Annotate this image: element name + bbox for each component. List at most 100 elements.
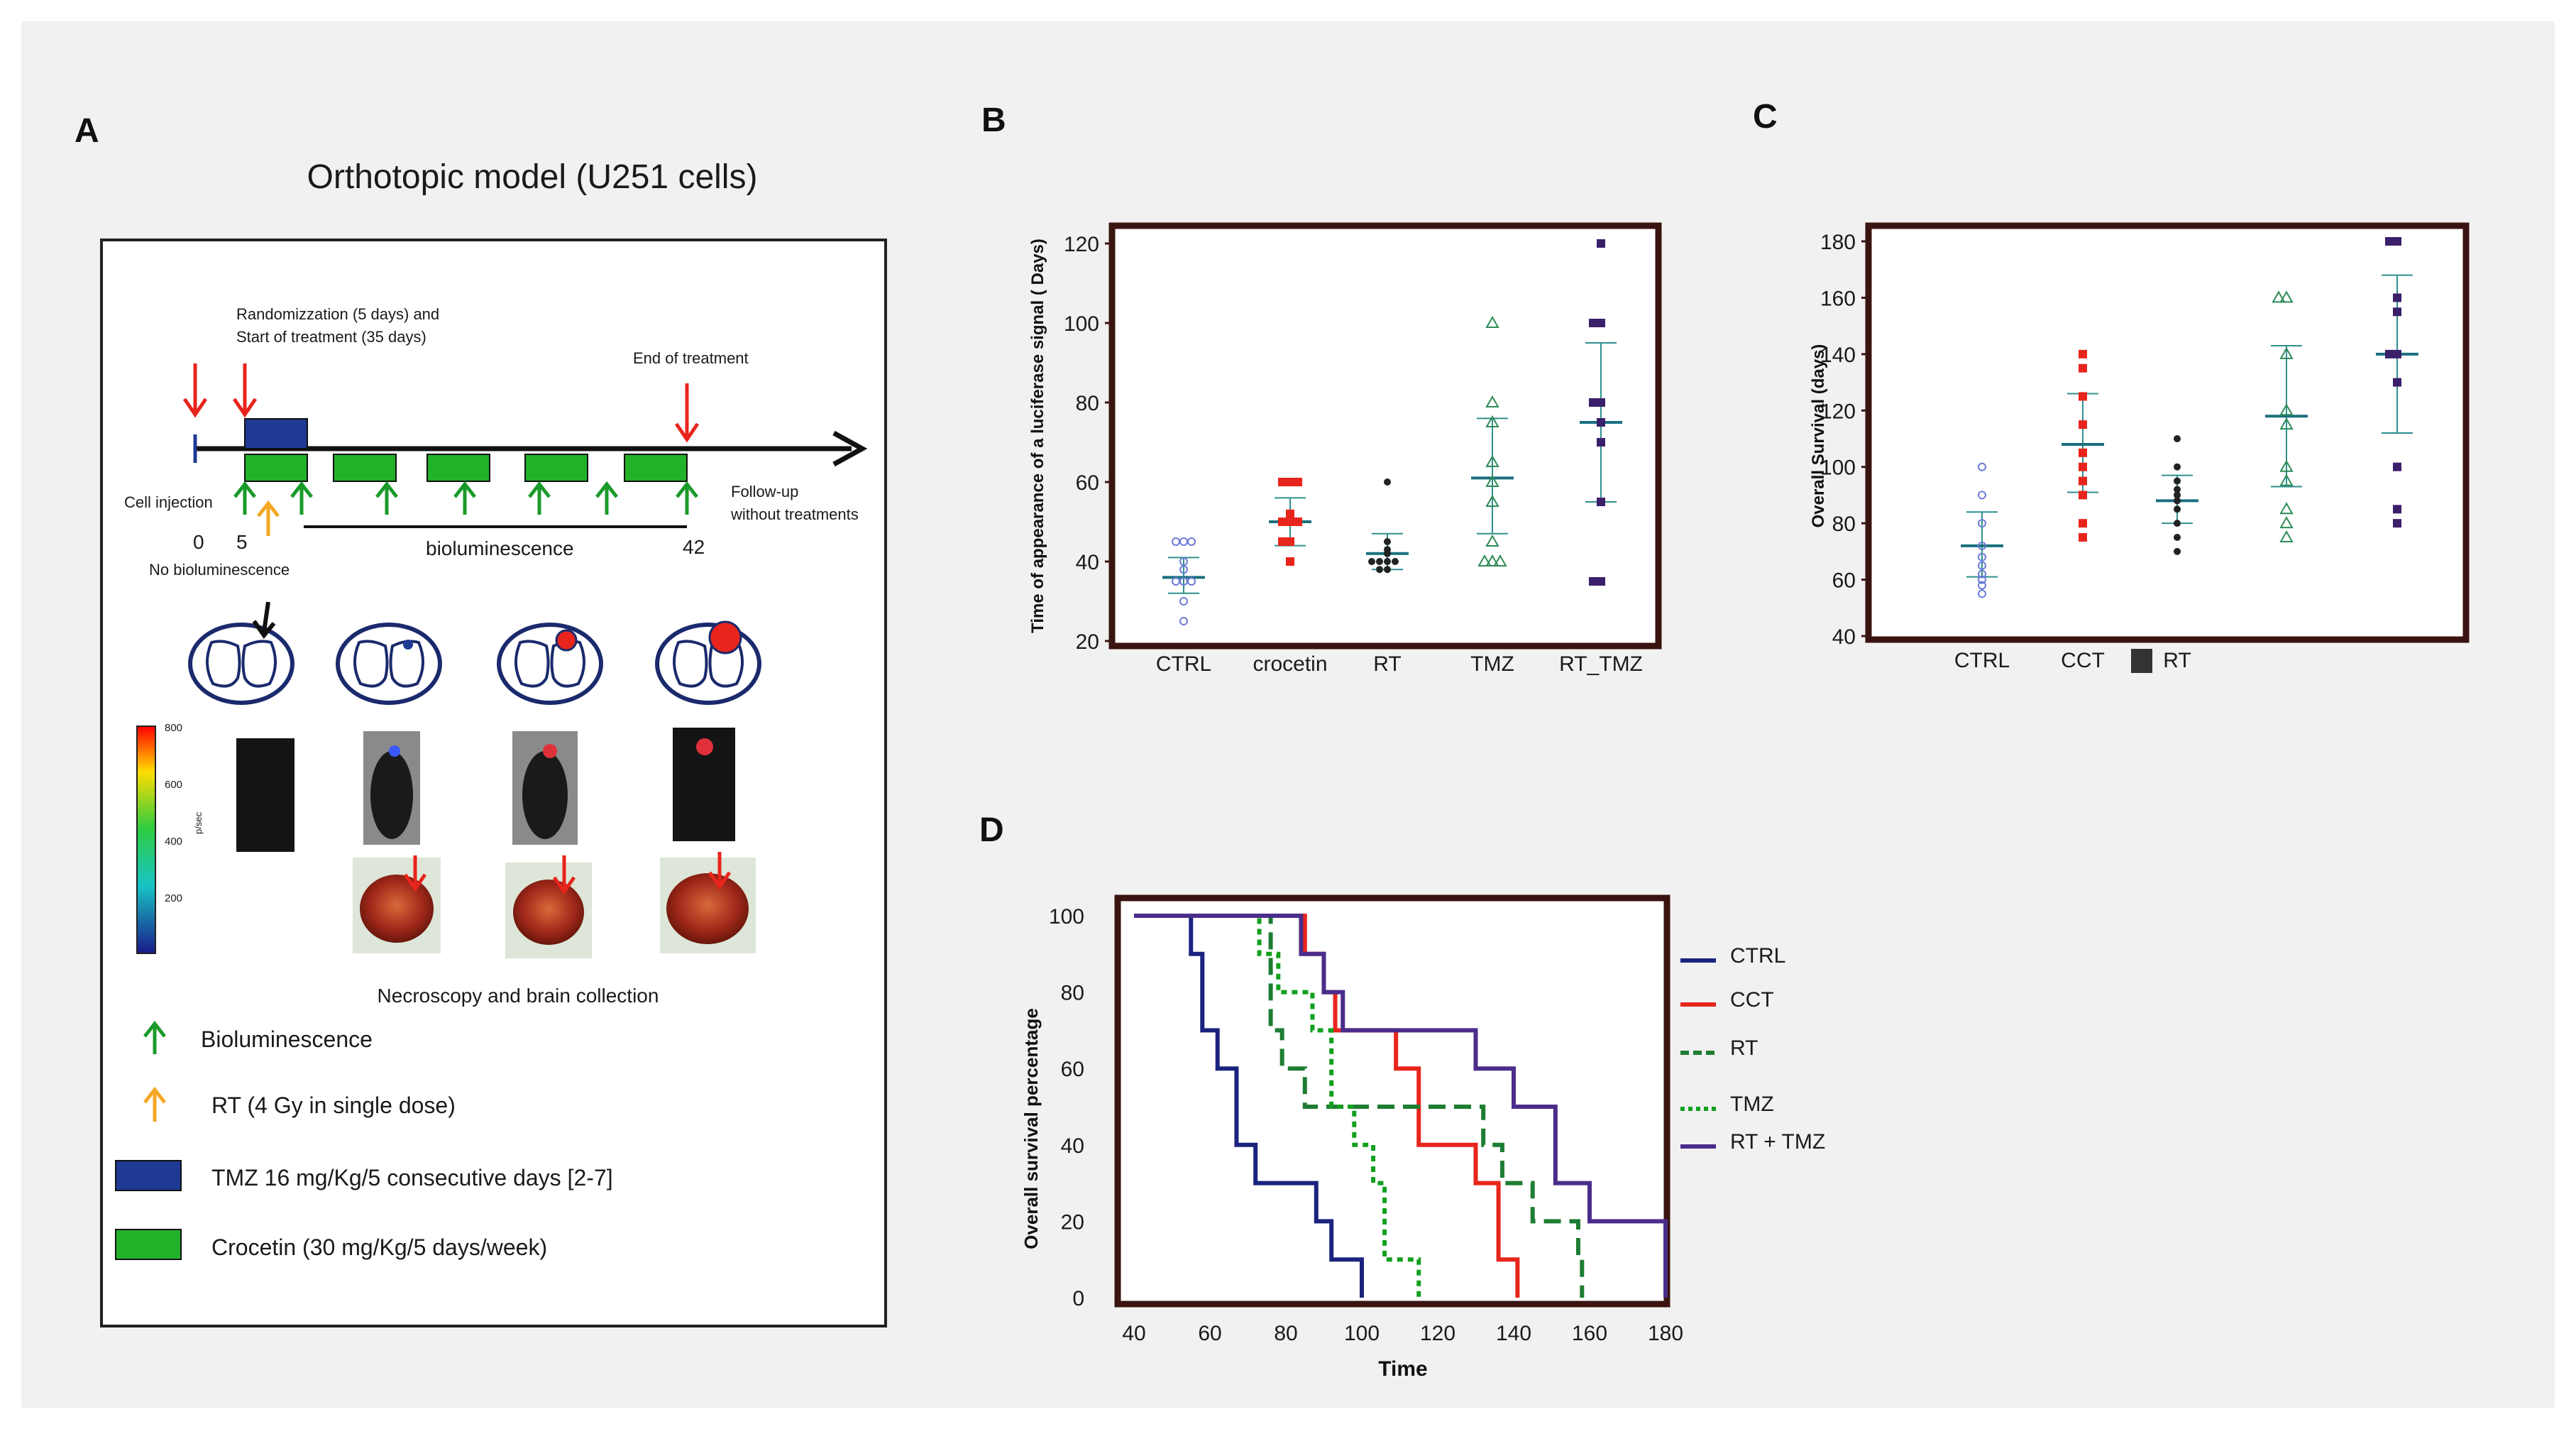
legend-label-4: RT + TMZ bbox=[1730, 1130, 1825, 1154]
cell-injection-label: Cell injection bbox=[124, 493, 213, 511]
ytick-label: 60 bbox=[1076, 471, 1099, 495]
data-point bbox=[2279, 403, 2294, 416]
data-point bbox=[1978, 569, 1986, 579]
data-point bbox=[1978, 552, 1986, 562]
randomization-label-2: Start of treatment (35 days) bbox=[236, 328, 426, 346]
mouse-4-signal bbox=[696, 738, 713, 755]
mouse-3-signal bbox=[543, 744, 557, 758]
brain-photo-1-tissue bbox=[360, 875, 434, 943]
ytick-label: 20 bbox=[1061, 1210, 1084, 1234]
followup-label-1: Follow-up bbox=[731, 483, 798, 500]
data-point bbox=[1286, 557, 1294, 566]
data-point bbox=[1384, 558, 1391, 565]
colorbar-tick-1: 800 bbox=[165, 722, 182, 734]
data-point bbox=[1278, 537, 1287, 546]
xtick-label: 100 bbox=[1344, 1322, 1380, 1345]
data-point bbox=[2079, 462, 2087, 471]
legend-label-1: CCT bbox=[1730, 988, 1774, 1012]
data-point bbox=[2393, 237, 2401, 246]
panel-d-plot-frame bbox=[1114, 894, 1670, 1308]
data-point bbox=[2174, 491, 2181, 499]
legend-label-0: CTRL bbox=[1730, 944, 1785, 968]
survival-curve-4 bbox=[1134, 914, 1668, 1298]
data-point bbox=[2393, 307, 2401, 317]
legend-tmz-swatch bbox=[115, 1160, 182, 1191]
data-point bbox=[1278, 518, 1287, 526]
survival-curve-2 bbox=[1134, 914, 1585, 1298]
colorbar-tick-2: 600 bbox=[165, 779, 182, 791]
data-point bbox=[1597, 418, 1605, 427]
colorbar-tick-4: 200 bbox=[165, 892, 182, 904]
tumor-dot-large bbox=[708, 620, 742, 655]
data-point bbox=[1978, 491, 1986, 500]
ytick-label: 80 bbox=[1076, 392, 1099, 415]
legend-bioluminescence: Bioluminescence bbox=[201, 1026, 373, 1052]
data-point bbox=[1172, 577, 1180, 586]
data-point bbox=[2279, 530, 2294, 542]
data-point bbox=[1384, 478, 1391, 486]
data-point bbox=[2279, 502, 2294, 515]
mouse-image-1 bbox=[236, 738, 295, 852]
panel-c-overlay-mark bbox=[2131, 649, 2152, 673]
crocetin-blocks bbox=[244, 454, 688, 482]
data-point bbox=[1392, 558, 1399, 565]
ytick-label: 40 bbox=[1832, 625, 1856, 649]
ytick-label: 120 bbox=[1820, 400, 1856, 423]
data-point bbox=[2079, 519, 2087, 528]
panel-d-xlabel: Time bbox=[1378, 1357, 1427, 1381]
data-point bbox=[2393, 349, 2401, 358]
legend-crocetin-swatch bbox=[115, 1229, 182, 1260]
data-point bbox=[1597, 398, 1605, 407]
panel-a-box bbox=[100, 239, 887, 1327]
data-point bbox=[2279, 346, 2294, 359]
data-point bbox=[2079, 420, 2087, 429]
xtick-label: 40 bbox=[1122, 1322, 1145, 1345]
data-point bbox=[1589, 398, 1597, 407]
followup-label-2: without treatments bbox=[730, 505, 859, 523]
data-point bbox=[1485, 494, 1499, 507]
data-point bbox=[1485, 415, 1499, 427]
data-point bbox=[1978, 589, 1986, 598]
category-label: CTRL bbox=[1954, 649, 2010, 672]
data-point bbox=[1597, 577, 1605, 586]
data-point bbox=[1485, 454, 1499, 467]
panel-letter-b: B bbox=[981, 102, 1006, 139]
ytick-label: 100 bbox=[1064, 312, 1099, 336]
data-point bbox=[2174, 435, 2181, 442]
data-point bbox=[1384, 538, 1391, 545]
legend-orange-arrow-icon bbox=[143, 1086, 166, 1122]
end-treatment-label: End of treatment bbox=[633, 349, 749, 367]
panel-letter-a: A bbox=[75, 112, 99, 150]
xtick-label: 80 bbox=[1274, 1322, 1297, 1345]
data-point bbox=[1179, 597, 1188, 606]
ytick-label: 160 bbox=[1820, 287, 1856, 310]
no-biolum-label: No bioluminescence bbox=[149, 561, 290, 579]
ytick-label: 140 bbox=[1820, 344, 1856, 367]
data-point bbox=[2174, 547, 2181, 555]
data-point bbox=[2279, 417, 2294, 430]
data-point bbox=[2279, 516, 2294, 529]
data-point bbox=[2079, 491, 2087, 500]
data-point bbox=[1294, 518, 1302, 526]
data-point bbox=[1286, 478, 1294, 486]
rt-arrow bbox=[257, 500, 280, 536]
data-point bbox=[1589, 577, 1597, 586]
data-point bbox=[1179, 557, 1188, 566]
ytick-label: 100 bbox=[1049, 905, 1084, 929]
data-point bbox=[1376, 558, 1383, 565]
survival-curve-3 bbox=[1134, 914, 1421, 1298]
ytick-label: 180 bbox=[1820, 231, 1856, 254]
data-point bbox=[1589, 319, 1597, 327]
data-point bbox=[1179, 565, 1188, 574]
data-point bbox=[1286, 518, 1294, 526]
data-point bbox=[2174, 463, 2181, 471]
colorbar bbox=[136, 726, 156, 954]
mouse-2-body bbox=[370, 751, 413, 839]
ytick-label: 20 bbox=[1076, 630, 1099, 654]
legend-green-arrow-icon bbox=[143, 1020, 166, 1054]
data-point bbox=[1597, 319, 1605, 327]
ytick-label: 100 bbox=[1820, 456, 1856, 480]
data-point bbox=[1978, 519, 1986, 528]
panel-b-ylabel: Time of appearance of a luciferase signa… bbox=[1028, 239, 1047, 633]
